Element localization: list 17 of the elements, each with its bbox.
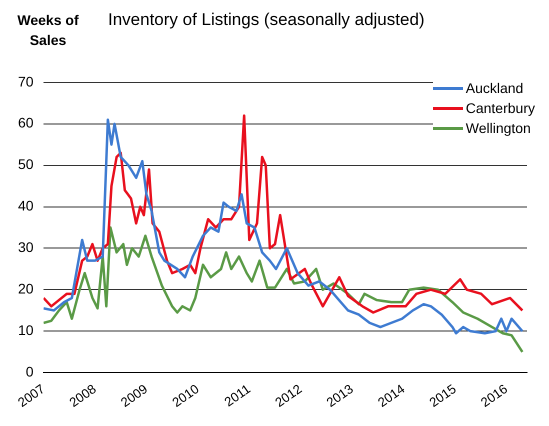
x-tick-label: 2011 bbox=[222, 381, 254, 410]
y-tick-label: 0 bbox=[26, 363, 34, 380]
x-tick-label: 2010 bbox=[169, 381, 202, 410]
y-tick-label: 50 bbox=[18, 156, 34, 172]
x-tick-label: 2013 bbox=[324, 381, 356, 410]
y-tick-label: 60 bbox=[18, 114, 34, 131]
chart-title: Inventory of Listings (seasonally adjusted) bbox=[108, 9, 425, 30]
y-tick-label: 40 bbox=[18, 198, 34, 214]
y-tick-label: 70 bbox=[18, 73, 34, 90]
y-tick-label: 30 bbox=[18, 239, 34, 256]
y-tick-label: 20 bbox=[18, 280, 34, 297]
legend-label: Auckland bbox=[466, 80, 524, 96]
legend-label: Wellington bbox=[466, 120, 531, 136]
legend-label: Canterbury bbox=[466, 100, 535, 116]
y-tick-label: 10 bbox=[18, 322, 34, 338]
y-axis-title: Weeks of Sales bbox=[16, 11, 80, 50]
x-tick-label: 2009 bbox=[118, 381, 150, 410]
